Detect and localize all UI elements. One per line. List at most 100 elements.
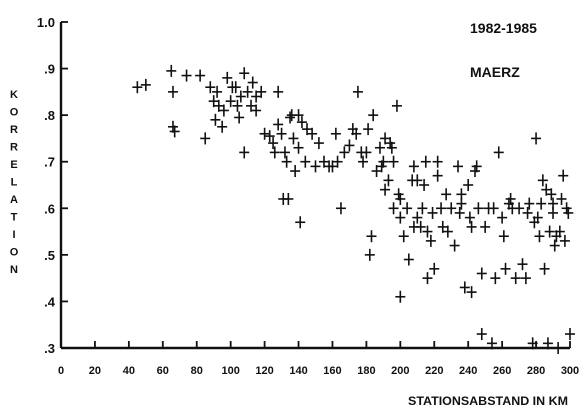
- data-point: [422, 225, 433, 238]
- y-axis-label-char: K: [10, 89, 18, 101]
- y-tick-label: .3: [44, 341, 55, 356]
- data-point: [490, 272, 501, 285]
- data-point: [281, 155, 292, 168]
- data-point: [273, 85, 284, 98]
- y-axis-label-char: N: [10, 264, 18, 276]
- data-point: [419, 179, 430, 191]
- y-tick-label: .7: [44, 155, 55, 170]
- y-tick-label: .8: [44, 108, 55, 123]
- data-point: [335, 202, 346, 215]
- x-tick-label: 200: [391, 365, 409, 377]
- y-axis-label-char: T: [11, 212, 18, 224]
- data-point: [542, 337, 553, 350]
- data-point: [549, 239, 560, 252]
- data-point: [290, 165, 301, 178]
- data-point: [527, 337, 538, 350]
- data-point: [539, 262, 550, 275]
- data-point: [273, 118, 284, 131]
- data-point: [534, 230, 545, 243]
- data-point: [395, 211, 406, 224]
- data-point: [380, 132, 391, 145]
- data-point: [429, 262, 440, 275]
- data-point: [395, 192, 406, 205]
- data-point: [208, 95, 219, 108]
- x-tick-label: 220: [425, 365, 443, 377]
- data-point: [195, 69, 206, 82]
- y-axis-label-char: O: [10, 247, 19, 259]
- data-point: [352, 85, 363, 98]
- data-point: [264, 130, 275, 143]
- data-point: [500, 262, 511, 275]
- data-point: [234, 111, 245, 124]
- data-point: [514, 202, 525, 215]
- y-axis-label-char: R: [10, 142, 18, 154]
- data-point: [403, 253, 414, 266]
- data-point: [217, 120, 228, 133]
- data-point: [466, 286, 477, 299]
- y-tick-label: .5: [44, 248, 55, 263]
- data-point: [140, 78, 151, 91]
- data-point: [210, 113, 221, 126]
- data-point: [386, 141, 397, 154]
- data-point: [388, 155, 399, 168]
- axes: [59, 22, 570, 350]
- y-axis-label-char: E: [10, 159, 17, 171]
- data-point: [344, 139, 355, 152]
- chart-subtitle: MAERZ: [470, 64, 520, 80]
- data-point: [358, 155, 369, 168]
- x-tick-label: 60: [157, 365, 169, 377]
- data-point: [544, 225, 555, 238]
- data-point: [167, 85, 178, 98]
- data-point: [285, 111, 296, 124]
- data-point: [283, 192, 294, 205]
- data-point: [374, 141, 385, 154]
- data-point: [200, 132, 211, 145]
- data-point: [417, 202, 428, 215]
- data-point: [498, 230, 509, 243]
- data-point: [449, 239, 460, 252]
- data-point: [464, 211, 475, 224]
- data-point: [230, 81, 241, 94]
- data-point: [412, 211, 423, 224]
- data-point: [332, 155, 343, 168]
- y-axis-label-char: L: [11, 177, 18, 189]
- data-point: [239, 67, 250, 80]
- x-tick-label: 280: [527, 365, 545, 377]
- data-point: [402, 202, 413, 215]
- data-point: [395, 290, 406, 303]
- y-tick-label: 1.0: [37, 15, 55, 30]
- x-tick-label: 140: [289, 365, 307, 377]
- data-point: [371, 165, 382, 178]
- data-points: [132, 64, 575, 354]
- data-point: [363, 123, 374, 136]
- data-point: [268, 137, 279, 150]
- x-tick-label: 20: [89, 365, 101, 377]
- data-point: [505, 192, 516, 205]
- data-point: [563, 206, 574, 219]
- data-point: [446, 202, 457, 215]
- data-point: [259, 127, 270, 140]
- data-point: [558, 169, 569, 182]
- data-point: [339, 146, 350, 159]
- data-point: [565, 328, 575, 341]
- data-point: [548, 197, 559, 210]
- data-point: [559, 234, 570, 247]
- data-point: [391, 99, 402, 112]
- x-tick-label: 160: [323, 365, 341, 377]
- data-point: [432, 169, 443, 182]
- data-point: [330, 127, 341, 140]
- data-point: [288, 132, 299, 145]
- x-tick-label: 0: [58, 365, 64, 377]
- data-point: [218, 104, 229, 117]
- data-point: [480, 220, 491, 233]
- x-tick-label: 240: [459, 365, 477, 377]
- data-point: [235, 90, 246, 103]
- data-point: [415, 220, 426, 233]
- data-point: [422, 272, 433, 285]
- x-tick-label: 40: [123, 365, 135, 377]
- data-point: [463, 179, 474, 191]
- data-point: [380, 183, 391, 196]
- x-tick-label: 260: [493, 365, 511, 377]
- y-axis-label-char: O: [10, 107, 19, 119]
